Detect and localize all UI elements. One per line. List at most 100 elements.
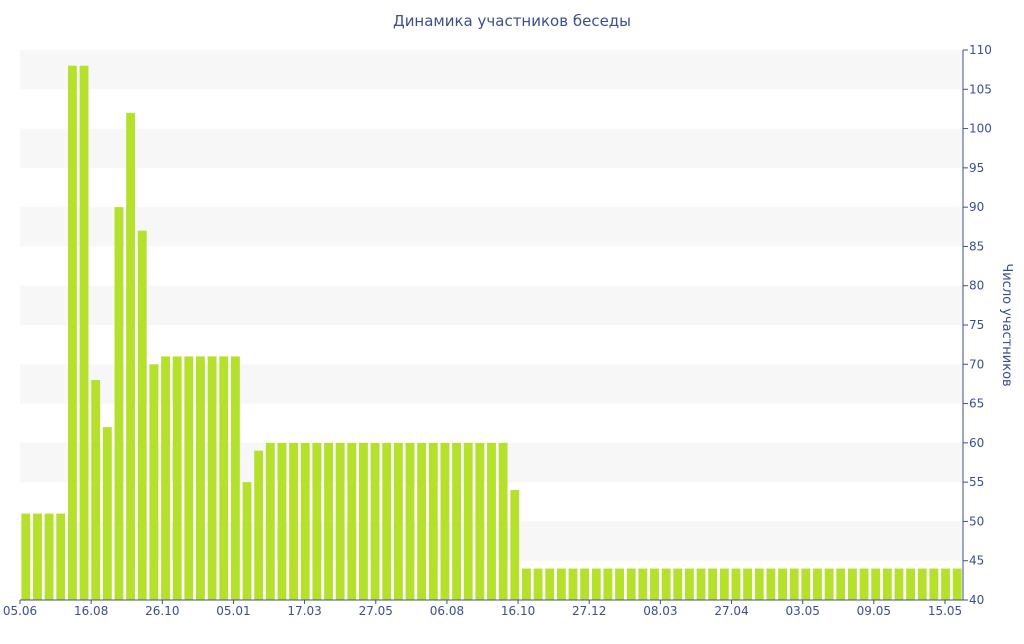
- bar: [661, 568, 671, 600]
- bar: [172, 356, 182, 600]
- bar: [114, 207, 124, 600]
- bar: [277, 442, 287, 600]
- grid-band: [20, 50, 963, 90]
- bar: [731, 568, 741, 600]
- grid-band: [20, 285, 963, 325]
- bar: [952, 568, 962, 600]
- grid-bands: [20, 50, 963, 561]
- x-tick-label: 08.03: [643, 604, 677, 618]
- bar: [650, 568, 659, 600]
- bar: [219, 356, 229, 600]
- bar: [196, 356, 205, 600]
- y-axis: 40 45 50 55 60 65 70 75 80 85 90 95 100 105 110: [962, 43, 992, 607]
- x-tick-label: 06.08: [430, 604, 464, 618]
- y-tick-label: 75: [969, 318, 984, 332]
- bar: [917, 568, 927, 600]
- bar: [463, 442, 473, 600]
- chart-title: Динамика участников беседы: [392, 12, 632, 30]
- y-tick-label: 70: [969, 357, 984, 371]
- bar: [79, 65, 89, 600]
- bar: [67, 65, 77, 600]
- bar: [696, 568, 706, 600]
- bar: [91, 380, 101, 600]
- bar: [836, 568, 846, 600]
- bars-series: [21, 65, 962, 600]
- bar: [789, 568, 799, 600]
- bar: [149, 364, 159, 600]
- bar: [556, 568, 566, 600]
- bar: [21, 513, 31, 600]
- y-tick-label: 105: [969, 82, 992, 96]
- y-tick-label: 100: [969, 122, 992, 136]
- bar: [603, 568, 613, 600]
- bar: [801, 568, 811, 600]
- bar: [440, 442, 450, 600]
- y-tick-label: 55: [969, 475, 984, 489]
- bar: [230, 356, 240, 600]
- bar: [882, 568, 892, 600]
- bar: [161, 356, 170, 600]
- bar: [824, 568, 834, 600]
- bar: [929, 568, 939, 600]
- bar: [719, 568, 729, 600]
- bar: [44, 513, 54, 600]
- x-tick-label: 16.08: [74, 604, 108, 618]
- bar: [417, 442, 427, 600]
- bar: [184, 356, 194, 600]
- bar: [56, 513, 66, 600]
- y-tick-label: 90: [969, 200, 984, 214]
- bar: [487, 442, 496, 600]
- bar: [102, 427, 112, 600]
- bar: [673, 568, 683, 600]
- x-tick-label: 15.05: [928, 604, 962, 618]
- bar: [743, 568, 753, 600]
- bar: [778, 568, 787, 600]
- bar: [847, 568, 857, 600]
- bar: [33, 513, 42, 600]
- bar: [452, 442, 461, 600]
- bar: [312, 442, 322, 600]
- bar: [254, 450, 264, 600]
- y-axis-label: Число участников: [999, 263, 1014, 386]
- y-tick-label: 80: [969, 279, 984, 293]
- x-tick-label: 27.12: [572, 604, 606, 618]
- x-tick-label: 17.03: [287, 604, 321, 618]
- bar: [813, 568, 822, 600]
- bar: [137, 230, 147, 600]
- x-tick-label: 05.06: [3, 604, 37, 618]
- bar: [428, 442, 438, 600]
- bar: [615, 568, 624, 600]
- x-tick-label: 26.10: [145, 604, 179, 618]
- bar: [708, 568, 718, 600]
- y-tick-label: 45: [969, 554, 984, 568]
- bar: [580, 568, 590, 600]
- bar: [684, 568, 694, 600]
- y-tick-label: 95: [969, 161, 984, 175]
- bar: [591, 568, 601, 600]
- x-tick-label: 03.05: [786, 604, 820, 618]
- bar: [289, 442, 299, 600]
- bar: [300, 442, 310, 600]
- grid-band: [20, 207, 963, 247]
- bar: [941, 568, 950, 600]
- bar: [370, 442, 380, 600]
- bar: [568, 568, 578, 600]
- bar: [347, 442, 357, 600]
- bar: [393, 442, 403, 600]
- bar: [859, 568, 869, 600]
- bar: [510, 490, 520, 600]
- bar: [638, 568, 648, 600]
- bar: [626, 568, 636, 600]
- y-tick-label: 50: [969, 514, 984, 528]
- y-tick-label: 85: [969, 239, 984, 253]
- bar: [265, 442, 275, 600]
- bar: [498, 442, 508, 600]
- x-tick-label: 09.05: [857, 604, 891, 618]
- bar: [754, 568, 764, 600]
- y-tick-label: 65: [969, 397, 984, 411]
- bar: [906, 568, 916, 600]
- y-tick-label: 110: [969, 43, 992, 57]
- bar: [871, 568, 881, 600]
- bar: [894, 568, 904, 600]
